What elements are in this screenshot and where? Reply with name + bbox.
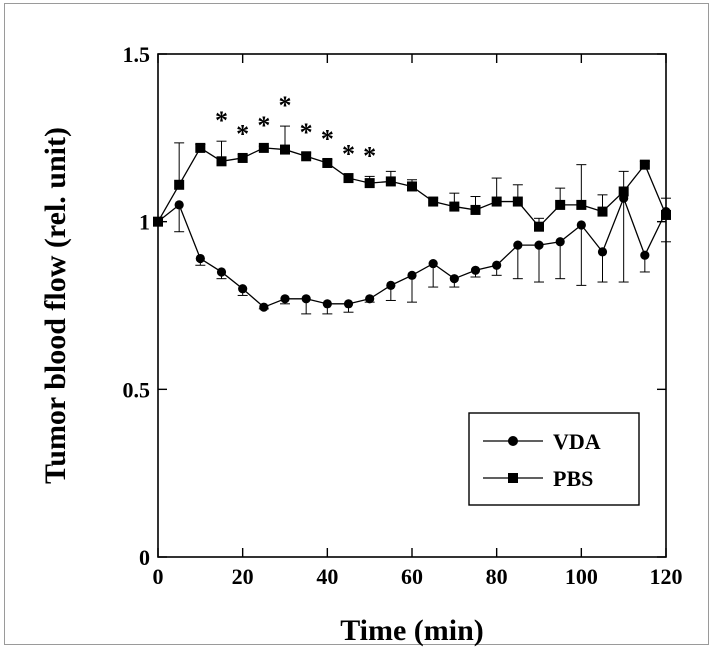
significance-star: * <box>300 118 313 147</box>
point-vda <box>407 270 417 280</box>
y-tick-label: 0.5 <box>123 377 151 402</box>
point-pbs <box>174 179 185 190</box>
point-vda <box>343 299 354 309</box>
point-vda <box>513 240 523 250</box>
x-tick-label: 80 <box>486 564 508 589</box>
point-vda <box>470 265 481 275</box>
point-pbs <box>534 221 544 232</box>
point-vda <box>259 302 269 312</box>
tick-labels: 0 20 40 60 80 100 120 0 0.5 1 1.5 <box>123 42 683 589</box>
point-pbs <box>428 196 439 207</box>
point-vda <box>449 274 459 284</box>
point-vda <box>640 250 650 260</box>
point-pbs <box>343 173 354 184</box>
figure-frame <box>4 3 709 645</box>
x-tick-label: 0 <box>153 564 164 589</box>
y-tick-label: 1.5 <box>123 42 151 67</box>
significance-star: * <box>342 140 355 169</box>
significance-star: * <box>279 91 292 120</box>
axis-ticks <box>157 53 667 558</box>
y-tick-label: 0 <box>139 545 150 570</box>
y-axis-label: Tumor blood flow (rel. unit) <box>39 127 72 484</box>
point-pbs <box>258 142 269 153</box>
x-tick-label: 20 <box>232 564 254 589</box>
point-pbs <box>491 196 502 207</box>
point-pbs <box>576 199 587 210</box>
point-vda <box>238 284 248 294</box>
significance-stars: * * * * * * * * <box>215 91 376 170</box>
significance-star: * <box>215 106 228 135</box>
legend-label-pbs: PBS <box>553 466 593 491</box>
point-vda <box>492 260 502 270</box>
point-pbs <box>301 151 312 162</box>
point-pbs <box>364 178 375 189</box>
legend-box <box>468 412 640 506</box>
point-vda <box>280 294 290 304</box>
data-markers <box>153 142 671 312</box>
point-pbs <box>216 156 227 167</box>
significance-star: * <box>236 120 249 149</box>
point-pbs <box>512 196 523 207</box>
point-pbs <box>597 206 608 217</box>
significance-star: * <box>363 141 376 170</box>
point-vda <box>301 294 311 304</box>
significance-star: * <box>257 111 270 140</box>
point-pbs <box>555 199 566 210</box>
point-pbs <box>385 176 396 187</box>
point-vda <box>216 267 227 277</box>
point-pbs <box>280 144 290 155</box>
point-pbs <box>618 186 629 197</box>
legend: VDA PBS <box>468 412 640 506</box>
x-tick-label: 60 <box>401 564 423 589</box>
point-pbs <box>407 181 417 192</box>
y-tick-label: 1 <box>139 210 150 235</box>
point-pbs <box>449 201 460 212</box>
x-tick-label: 40 <box>316 564 338 589</box>
point-vda <box>174 200 184 210</box>
point-pbs <box>195 142 206 153</box>
legend-label-vda: VDA <box>553 429 601 454</box>
point-vda <box>195 253 205 264</box>
point-vda <box>322 299 332 309</box>
point-pbs <box>639 159 650 170</box>
error-bars <box>174 125 671 315</box>
point-vda <box>576 220 586 230</box>
point-vda <box>534 240 544 250</box>
legend-marker-pbs <box>508 473 518 483</box>
point-vda <box>597 247 608 257</box>
x-tick-label: 120 <box>650 564 683 589</box>
point-vda <box>428 258 438 269</box>
point-pbs <box>322 157 333 168</box>
significance-star: * <box>321 125 334 154</box>
point-vda <box>555 237 565 247</box>
point-vda <box>386 280 396 290</box>
point-vda <box>365 294 375 304</box>
x-tick-label: 100 <box>565 564 598 589</box>
x-axis-label: Time (min) <box>340 614 484 647</box>
point-pbs <box>470 204 481 215</box>
point-pbs <box>237 152 248 163</box>
legend-marker-vda <box>508 436 518 446</box>
